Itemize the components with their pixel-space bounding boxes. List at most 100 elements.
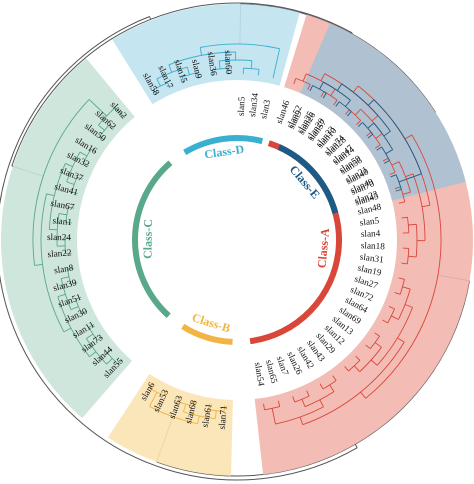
branch-radial (177, 395, 181, 402)
branch-radial (182, 404, 187, 412)
branch-radial (394, 186, 401, 190)
branch-radial (71, 191, 78, 195)
branch-radial (353, 365, 361, 372)
branch-radial (75, 296, 82, 300)
branch-radial (345, 109, 350, 115)
branch-radial (383, 130, 391, 137)
branch-radial (250, 60, 253, 69)
branch-radial (366, 131, 372, 137)
leaf-label: slan5 (359, 215, 380, 228)
branch-radial (375, 133, 383, 139)
branch-radial (408, 255, 417, 258)
branch-radial (149, 392, 158, 407)
leaf-label: slan9 (190, 58, 204, 80)
branch-radial (61, 276, 70, 279)
branch-radial (257, 69, 260, 76)
branch-radial (46, 193, 55, 197)
branch-radial (397, 337, 405, 343)
branch-radial (306, 390, 310, 397)
branch-radial (301, 399, 306, 407)
branch-radial (375, 144, 381, 149)
leaf-label: slan24 (47, 232, 72, 242)
branch-radial (65, 162, 73, 168)
class-sectors (1, 4, 473, 476)
branch-radial (83, 162, 89, 166)
branch-radial (90, 148, 97, 153)
branch-radial (81, 310, 88, 315)
branch-radial (401, 216, 408, 219)
tree-branches (32, 43, 442, 426)
branch-radial (99, 136, 105, 141)
branch-radial (65, 222, 72, 224)
leaf-label: slan4 (361, 228, 381, 239)
branch-arc (149, 406, 198, 425)
branch-arc (338, 101, 352, 112)
branch-radial (398, 201, 405, 204)
branch-radial (376, 146, 382, 151)
branch-radial (89, 351, 97, 358)
branch-arc (275, 406, 324, 425)
branch-radial (354, 108, 362, 116)
branch-radial (149, 383, 154, 389)
branch-arc (406, 248, 410, 265)
bar-class-e (277, 144, 339, 214)
leaf-label: slan1 (52, 215, 73, 227)
branch-arc (99, 124, 110, 137)
branch-radial (197, 415, 200, 424)
branch-radial (401, 262, 408, 265)
leaf-label: slan31 (359, 251, 385, 264)
branch-radial (181, 76, 185, 83)
sector-class-d (112, 4, 300, 105)
branch-arc (264, 406, 280, 411)
branch-radial (335, 101, 340, 107)
branch-radial (97, 336, 103, 341)
branch-arc (387, 308, 396, 324)
class-label-class-c: Class-C (141, 219, 155, 259)
branch-radial (385, 149, 393, 155)
branch-radial (405, 173, 414, 178)
branch-radial (388, 306, 395, 310)
branch-radial (371, 115, 379, 122)
branch-radial (367, 122, 375, 129)
branch-radial (370, 359, 378, 366)
branch-arc (373, 99, 422, 175)
branch-radial (391, 315, 399, 320)
branch-arc (407, 217, 410, 233)
branch-radial (322, 92, 327, 99)
branch-radial (208, 403, 210, 410)
class-label-class-a: Class-A (315, 227, 333, 268)
branch-radial (320, 91, 325, 98)
branch-arc (40, 193, 65, 333)
branch-arc (212, 67, 228, 71)
branch-radial (421, 204, 430, 208)
sector-class-e (300, 23, 466, 201)
branch-radial (336, 83, 343, 91)
branch-radial (114, 107, 126, 119)
branch-radial (307, 84, 311, 90)
branch-radial (329, 384, 335, 392)
branch-radial (367, 99, 375, 106)
branch-radial (76, 176, 83, 180)
branch-radial (319, 81, 324, 90)
branch-radial (382, 319, 388, 324)
branch-radial (271, 408, 276, 425)
bar-class-b (181, 323, 233, 345)
branch-radial (98, 124, 105, 131)
leaf-label: slan18 (361, 240, 386, 251)
branch-radial (390, 174, 397, 178)
branch-radial (186, 66, 190, 75)
branch-radial (88, 324, 95, 328)
branch-radial (156, 78, 161, 87)
branch-radial (117, 359, 123, 365)
branch-radial (374, 342, 382, 348)
branch-arc (65, 206, 69, 223)
branch-arc (341, 83, 391, 132)
branch-arc (178, 401, 194, 407)
branch-arc (32, 99, 90, 266)
branch-radial (214, 410, 217, 419)
branch-radial (391, 161, 400, 166)
branch-radial (86, 333, 94, 339)
branch-radial (34, 263, 43, 266)
